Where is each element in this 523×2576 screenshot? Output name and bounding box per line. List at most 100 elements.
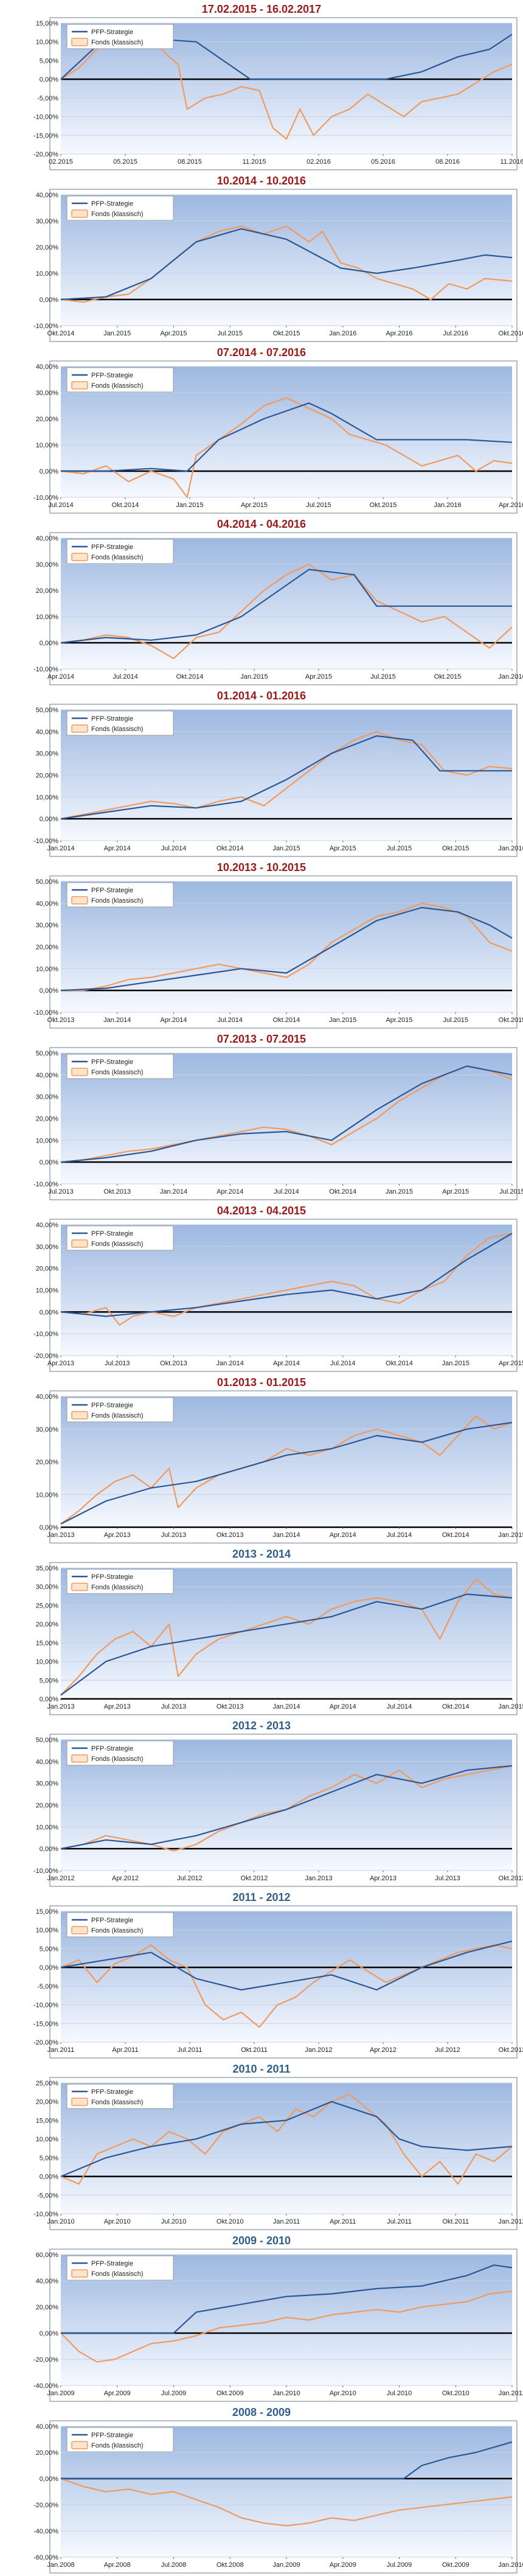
y-tick-label: 10,00% xyxy=(36,614,59,621)
series-line-fonds xyxy=(60,1233,513,1326)
chart-panel: 01.2014 - 01.2016 50,00% 40,00% 30,00% 20,00… xyxy=(0,687,523,858)
x-tick-label: Jan.2014 xyxy=(216,1360,244,1367)
y-tick-label: 10,00% xyxy=(36,1659,59,1666)
series-line-pfp xyxy=(60,1421,513,1525)
series-line-pfp xyxy=(60,228,513,301)
y-tick-label: 40,00% xyxy=(36,2278,59,2285)
y-tick-label: 20,00% xyxy=(36,1802,59,1810)
x-tick-label: Okt.2013 xyxy=(216,1531,244,1539)
x-tick-label: Apr.2009 xyxy=(104,2390,131,2397)
y-tick-label: 5,00% xyxy=(40,1945,58,1953)
legend-swatch-fonds xyxy=(71,2441,88,2449)
y-tick-label: 30,00% xyxy=(36,751,59,758)
y-tick-label: 0,00% xyxy=(40,1159,58,1166)
x-tick-label: Jan.2012 xyxy=(305,2046,332,2054)
legend: PFP-Strategie Fonds (klassisch) xyxy=(66,367,174,393)
y-tick-label: 30,00% xyxy=(36,1244,59,1251)
series-line-fonds xyxy=(60,1065,513,1163)
y-tick-label: 0,00% xyxy=(40,76,58,83)
chart-svg: 35,00% 30,00% 25,00% 20,00% 15,00% 10,00% 5,00… xyxy=(36,1562,523,1715)
series-line-pfp xyxy=(60,2101,513,2177)
chart-title: 10.2014 - 10.2016 xyxy=(216,175,307,187)
x-tick-label: Apr.2014 xyxy=(330,1703,356,1710)
chart-title: 07.2013 - 07.2015 xyxy=(216,1033,307,1045)
y-tick-label: 10,00% xyxy=(36,1287,59,1295)
legend-label: Fonds (klassisch) xyxy=(91,1927,144,1934)
legend-swatch-fonds xyxy=(71,1068,88,1076)
legend-label: Fonds (klassisch) xyxy=(91,1412,144,1419)
chart-panel: 04.2014 - 04.2016 40,00% 30,00% 20,00% 10,00… xyxy=(0,515,523,687)
x-tick-label: Jan.2012 xyxy=(47,1875,74,1882)
legend-label: Fonds (klassisch) xyxy=(91,1755,144,1763)
x-tick-label: Okt.2015 xyxy=(370,502,397,509)
legend-label: Fonds (klassisch) xyxy=(91,2099,144,2106)
x-tick-label: Apr.2015 xyxy=(305,673,332,681)
x-tick-label: Okt.2011 xyxy=(442,2218,469,2225)
y-tick-label: -5,00% xyxy=(37,2192,58,2199)
x-tick-label: Jan.2014 xyxy=(272,1531,300,1539)
chart-panel: 10.2014 - 10.2016 40,00% 30,00% 20,00% 10,00… xyxy=(0,172,523,343)
x-tick-label: Jul.2010 xyxy=(161,2218,187,2225)
x-tick-label: Apr.2014 xyxy=(160,1017,187,1024)
chart-svg: 50,00% 40,00% 30,00% 20,00% 10,00% 0,00% -10,0… xyxy=(33,875,523,1029)
chart-panel: 01.2013 - 01.2015 40,00% 30,00% 20,00% 10,00… xyxy=(0,1373,523,1545)
y-tick-label: -10,00% xyxy=(33,2002,58,2009)
y-tick-label: 50,00% xyxy=(36,1050,59,1057)
series-line-pfp xyxy=(60,1593,513,1696)
x-tick-label: Jan.2015 xyxy=(386,1188,413,1195)
series-line-pfp xyxy=(60,569,512,644)
y-tick-label: -10,00% xyxy=(33,323,58,330)
chart-svg: 50,00% 40,00% 30,00% 20,00% 10,00% 0,00% -10,0… xyxy=(33,1734,523,1887)
x-tick-label: Jan.2012 xyxy=(498,2218,523,2225)
x-tick-label: Jul.2013 xyxy=(435,1875,460,1882)
y-tick-label: -20,00% xyxy=(33,151,58,158)
y-tick-label: 40,00% xyxy=(36,900,59,908)
legend: PFP-Strategie Fonds (klassisch) xyxy=(66,1569,174,1594)
x-tick-label: Apr.2015 xyxy=(386,1017,412,1024)
series-line-fonds xyxy=(60,1415,513,1525)
chart-title: 17.02.2015 - 16.02.2017 xyxy=(201,3,322,15)
y-tick-label: 20,00% xyxy=(36,944,59,951)
legend-swatch-fonds xyxy=(71,2098,88,2106)
y-tick-label: 15,00% xyxy=(36,1640,59,1647)
chart-title: 2013 - 2014 xyxy=(232,1548,291,1560)
x-tick-label: 05.2015 xyxy=(113,158,137,166)
y-tick-label: 30,00% xyxy=(36,1426,59,1433)
legend-label: PFP-Strategie xyxy=(91,715,133,723)
y-tick-label: 20,00% xyxy=(36,772,59,780)
x-tick-label: Apr.2014 xyxy=(273,1360,300,1367)
x-tick-label: 02.2015 xyxy=(49,158,73,166)
x-tick-label: Apr.2014 xyxy=(104,845,131,852)
y-tick-label: -60,00% xyxy=(33,2554,58,2561)
chart-title: 01.2013 - 01.2015 xyxy=(216,1376,307,1388)
y-tick-label: -10,00% xyxy=(33,1181,58,1188)
y-tick-label: 5,00% xyxy=(40,57,58,65)
x-tick-label: Apr.2013 xyxy=(47,1360,74,1367)
series-line-pfp xyxy=(61,402,513,472)
y-tick-label: 10,00% xyxy=(36,270,59,278)
y-tick-label: 20,00% xyxy=(36,2304,59,2311)
legend: PFP-Strategie Fonds (klassisch) xyxy=(66,24,174,49)
legend-swatch-fonds xyxy=(71,724,88,733)
y-tick-label: 30,00% xyxy=(36,1780,59,1788)
x-tick-label: Jul.2014 xyxy=(387,1703,412,1710)
y-tick-label: 15,00% xyxy=(36,2117,59,2124)
x-tick-label: Apr.2015 xyxy=(442,1188,469,1195)
x-tick-label: Jan.2016 xyxy=(498,845,523,852)
y-tick-label: -10,00% xyxy=(33,1009,58,1017)
y-tick-label: -10,00% xyxy=(33,2211,58,2218)
legend-label: PFP-Strategie xyxy=(91,200,133,208)
legend-label: Fonds (klassisch) xyxy=(91,1241,144,1248)
chart-title: 2012 - 2013 xyxy=(232,1720,291,1732)
x-tick-label: 08.2016 xyxy=(435,158,460,166)
legend-swatch-fonds xyxy=(71,209,88,218)
x-tick-label: Okt.2011 xyxy=(241,2046,268,2054)
legend-label: PFP-Strategie xyxy=(91,1573,133,1581)
x-tick-label: Jul.2010 xyxy=(387,2390,412,2397)
chart-panel: 07.2013 - 07.2015 50,00% 40,00% 30,00% 20,00… xyxy=(0,1030,523,1202)
y-tick-label: 30,00% xyxy=(36,1094,59,1101)
x-tick-label: Okt.2015 xyxy=(434,673,462,681)
legend-swatch-fonds xyxy=(71,1239,88,1248)
x-tick-label: Jul.2014 xyxy=(161,845,187,852)
x-tick-label: Apr.2008 xyxy=(104,2561,131,2569)
